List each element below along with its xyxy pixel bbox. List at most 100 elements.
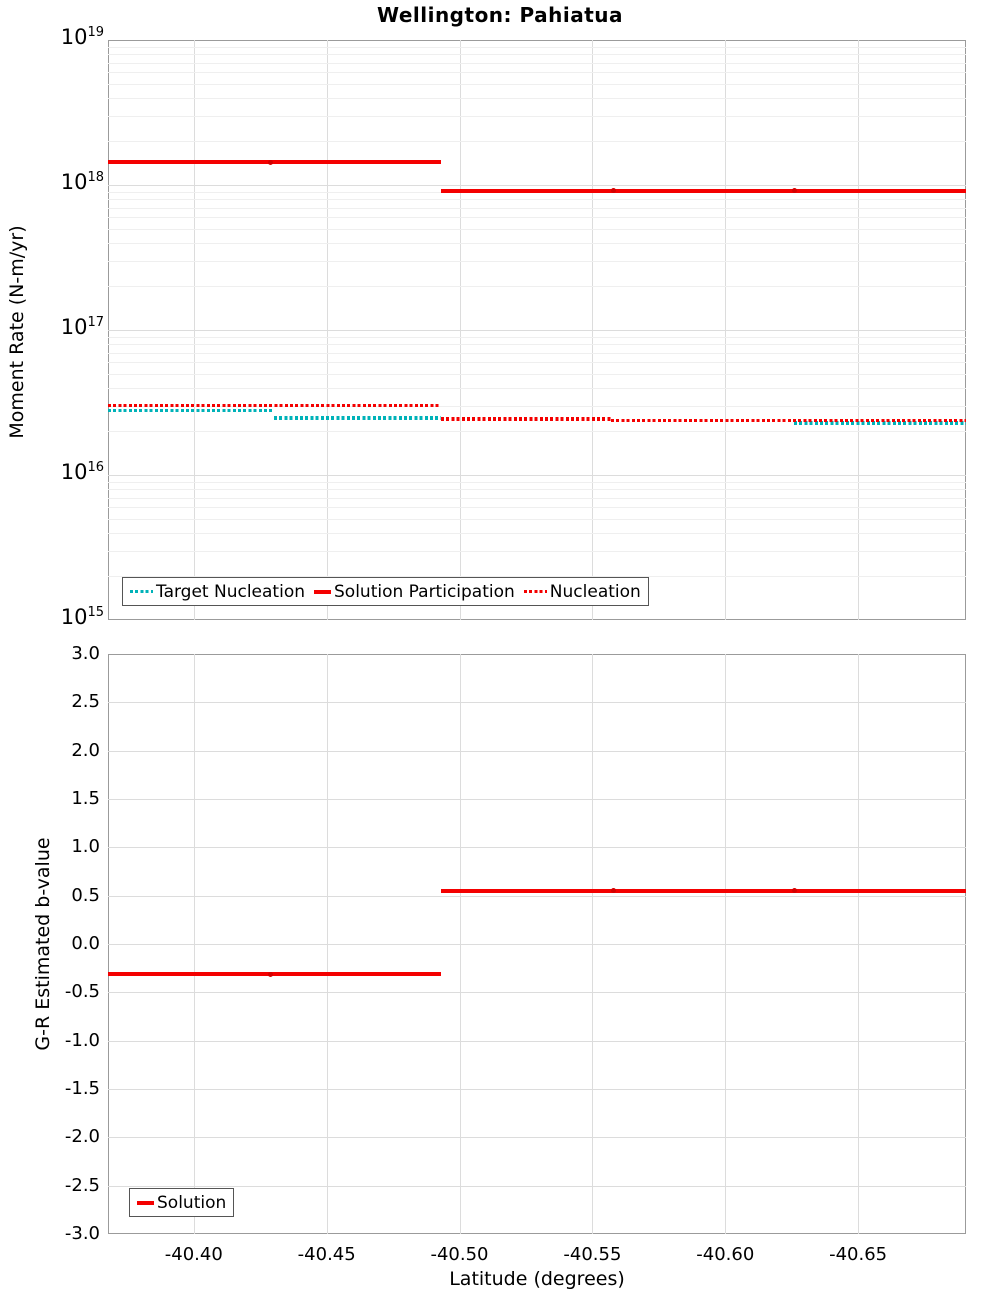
top-y-tick-label: 1015 — [60, 605, 104, 629]
major-gridline — [108, 330, 966, 331]
major-gridline — [108, 1089, 966, 1090]
bottom-y-tick-label: 1.5 — [71, 788, 100, 809]
bottom-y-tick-label: -2.5 — [64, 1174, 100, 1196]
series-marker — [791, 188, 797, 194]
legend-swatch-dotted — [523, 589, 547, 594]
minor-gridline — [108, 352, 966, 354]
minor-gridline — [108, 489, 966, 491]
series-segment-solution — [440, 888, 966, 893]
x-tick-label: -40.40 — [164, 1244, 223, 1265]
series-marker — [268, 971, 274, 977]
series-segment-target-nucleation — [273, 416, 441, 420]
bottom-legend: Solution — [129, 1188, 235, 1217]
minor-gridline — [108, 497, 966, 499]
legend-label: Solution Participation — [334, 581, 515, 602]
series-segment-nucleation — [440, 417, 611, 421]
x-tick-label: -40.60 — [696, 1244, 755, 1265]
top-y-tick-label: 1017 — [60, 315, 104, 339]
series-segment-solution — [108, 972, 441, 976]
minor-gridline — [108, 344, 966, 346]
top-y-tick-label: 1019 — [60, 25, 104, 49]
minor-gridline — [108, 242, 966, 244]
minor-gridline — [108, 286, 966, 288]
minor-gridline — [108, 373, 966, 375]
chart-title: Wellington: Pahiatua — [376, 3, 624, 27]
top-y-tick-label: 1016 — [60, 460, 104, 484]
minor-gridline — [108, 199, 966, 201]
major-gridline — [108, 750, 966, 752]
series-marker — [611, 188, 617, 194]
series-marker — [268, 159, 274, 165]
minor-gridline — [108, 97, 966, 99]
series-segment-nucleation — [108, 404, 441, 408]
minor-gridline — [108, 207, 966, 209]
minor-gridline — [108, 54, 966, 56]
legend-entry-solution-participation: Solution Participation — [314, 582, 515, 602]
x-axis-title: Latitude (degrees) — [449, 1268, 625, 1290]
major-gridline — [108, 992, 966, 994]
major-gridline — [108, 944, 966, 945]
legend-swatch-dotted — [130, 589, 153, 594]
bottom-y-tick-label: 2.5 — [71, 691, 100, 713]
minor-gridline — [108, 518, 966, 520]
major-gridline — [108, 185, 966, 186]
bottom-y-tick-label: 2.0 — [71, 739, 100, 761]
major-gridline — [108, 895, 966, 897]
major-gridline — [108, 475, 966, 476]
x-tick-label: -40.55 — [563, 1244, 622, 1265]
bottom-y-tick-label: -3.0 — [64, 1223, 100, 1244]
major-gridline — [108, 847, 966, 849]
minor-gridline — [108, 46, 966, 48]
minor-gridline — [108, 83, 966, 85]
minor-gridline — [108, 576, 966, 578]
minor-gridline — [108, 228, 966, 230]
major-gridline — [108, 1185, 966, 1187]
bottom-y-tick-label: -0.5 — [64, 981, 100, 1003]
minor-gridline — [108, 115, 966, 117]
minor-gridline — [108, 62, 966, 64]
legend-label: Nucleation — [549, 581, 641, 602]
minor-gridline — [108, 336, 966, 338]
bottom-y-tick-label: 0.5 — [71, 884, 100, 906]
series-segment-target-nucleation — [794, 421, 966, 425]
series-segment-solution-participation — [440, 188, 966, 193]
legend-entry-nucleation: Nucleation — [523, 581, 641, 602]
minor-gridline — [108, 550, 966, 552]
legend-label: Target Nucleation — [156, 581, 305, 602]
minor-gridline — [108, 72, 966, 74]
bottom-y-tick-label: -1.5 — [64, 1078, 100, 1099]
top-y-tick-label: 1018 — [60, 170, 104, 194]
bottom-y-tick-label: 1.0 — [71, 836, 100, 858]
top-y-axis-title-text: Moment Rate (N-m/yr) — [6, 225, 28, 439]
legend-swatch-solid — [137, 1200, 154, 1205]
bottom-y-tick-label: -1.0 — [64, 1029, 100, 1051]
series-marker — [791, 888, 797, 894]
minor-gridline — [108, 532, 966, 534]
series-segment-target-nucleation — [108, 408, 274, 412]
x-tick-label: -40.45 — [297, 1244, 356, 1265]
series-marker — [611, 888, 617, 894]
minor-gridline — [108, 217, 966, 219]
bottom-y-tick-label: -2.0 — [64, 1126, 100, 1148]
legend-entry-solution: Solution — [137, 1193, 226, 1213]
bottom-y-tick-label: 3.0 — [71, 643, 100, 664]
bottom-y-tick-label: 0.0 — [71, 933, 100, 954]
top-legend: Target Nucleation Solution Participation N… — [122, 577, 649, 606]
legend-swatch-solid — [314, 589, 331, 594]
legend-entry-target-nucleation: Target Nucleation — [130, 582, 305, 602]
minor-gridline — [108, 362, 966, 364]
minor-gridline — [108, 507, 966, 509]
x-tick-label: -40.65 — [829, 1244, 888, 1265]
major-gridline — [108, 1137, 966, 1139]
series-segment-nucleation — [611, 418, 966, 423]
minor-gridline — [108, 141, 966, 143]
series-segment-solution-participation — [108, 160, 441, 164]
major-gridline — [108, 1040, 966, 1042]
minor-gridline — [108, 431, 966, 433]
major-gridline — [108, 799, 966, 800]
major-gridline — [108, 702, 966, 704]
legend-label: Solution — [157, 1192, 227, 1213]
minor-gridline — [108, 387, 966, 389]
x-tick-label: -40.50 — [430, 1244, 489, 1265]
